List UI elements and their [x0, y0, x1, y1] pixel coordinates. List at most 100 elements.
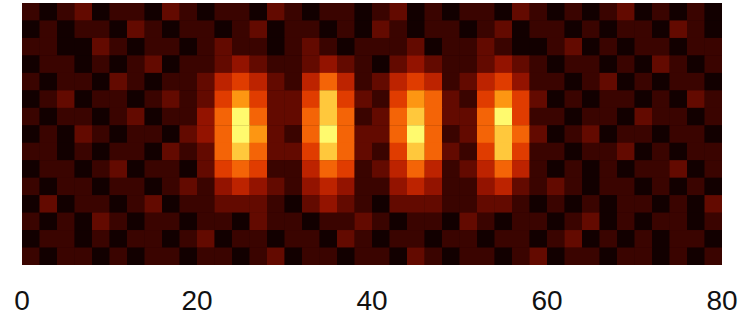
- cell: [355, 160, 373, 178]
- cell: [250, 90, 268, 108]
- cell: [600, 90, 618, 108]
- cell: [687, 125, 705, 143]
- cell: [477, 195, 495, 213]
- cell: [635, 108, 653, 126]
- cell: [617, 178, 635, 196]
- cell: [425, 73, 443, 91]
- cell: [617, 108, 635, 126]
- cell: [250, 55, 268, 73]
- cell: [495, 38, 513, 56]
- cell: [512, 73, 530, 91]
- x-tick-label: 60: [531, 285, 562, 316]
- cell: [670, 178, 688, 196]
- cell: [267, 38, 285, 56]
- cell: [530, 178, 548, 196]
- cell: [705, 38, 723, 56]
- cell: [250, 178, 268, 196]
- cell: [565, 248, 583, 265]
- cell: [302, 73, 320, 91]
- cell: [372, 213, 390, 231]
- cell: [197, 230, 215, 248]
- cell: [512, 248, 530, 265]
- cell: [127, 125, 145, 143]
- cell: [267, 213, 285, 231]
- cell: [267, 55, 285, 73]
- cell: [407, 143, 425, 161]
- cell: [547, 230, 565, 248]
- cell: [180, 90, 198, 108]
- cell: [22, 213, 40, 231]
- cell: [92, 3, 110, 21]
- cell: [162, 178, 180, 196]
- cell: [565, 160, 583, 178]
- cell: [267, 178, 285, 196]
- cell: [617, 73, 635, 91]
- cell: [145, 55, 163, 73]
- cell: [530, 213, 548, 231]
- cell: [267, 143, 285, 161]
- cell: [600, 55, 618, 73]
- cell: [110, 108, 128, 126]
- cell: [442, 90, 460, 108]
- cell: [652, 73, 670, 91]
- cell: [390, 143, 408, 161]
- cell: [582, 73, 600, 91]
- cell: [57, 213, 75, 231]
- cell: [127, 160, 145, 178]
- cell: [355, 230, 373, 248]
- cell: [285, 73, 303, 91]
- cell: [442, 248, 460, 265]
- cell: [162, 20, 180, 38]
- cell: [477, 213, 495, 231]
- cell: [267, 125, 285, 143]
- cell: [22, 73, 40, 91]
- cell: [250, 38, 268, 56]
- cell: [460, 3, 478, 21]
- cell: [267, 160, 285, 178]
- cell: [75, 178, 93, 196]
- cell: [92, 125, 110, 143]
- cell: [57, 108, 75, 126]
- cell: [355, 73, 373, 91]
- cell: [285, 213, 303, 231]
- cell: [92, 55, 110, 73]
- cell: [652, 213, 670, 231]
- cell: [635, 125, 653, 143]
- cell: [617, 125, 635, 143]
- cell: [40, 160, 58, 178]
- cell: [460, 125, 478, 143]
- cell: [407, 248, 425, 265]
- cell: [232, 20, 250, 38]
- cell: [22, 125, 40, 143]
- cell: [232, 178, 250, 196]
- cell: [197, 213, 215, 231]
- cell: [687, 38, 705, 56]
- cell: [180, 178, 198, 196]
- cell: [285, 38, 303, 56]
- cell: [267, 108, 285, 126]
- cell: [372, 125, 390, 143]
- cell: [127, 108, 145, 126]
- cell: [127, 213, 145, 231]
- cell: [180, 213, 198, 231]
- cell: [250, 3, 268, 21]
- cell: [22, 230, 40, 248]
- cell: [180, 160, 198, 178]
- cell: [547, 213, 565, 231]
- chart: 020406080: [0, 0, 747, 323]
- cell: [320, 230, 338, 248]
- cell: [232, 90, 250, 108]
- cell: [565, 230, 583, 248]
- cell: [355, 143, 373, 161]
- cell: [110, 248, 128, 265]
- cell: [477, 55, 495, 73]
- cell: [250, 73, 268, 91]
- cell: [425, 108, 443, 126]
- cell: [197, 160, 215, 178]
- cell: [565, 20, 583, 38]
- cell: [215, 160, 233, 178]
- cell: [40, 143, 58, 161]
- cell: [302, 3, 320, 21]
- cell: [687, 90, 705, 108]
- cell: [250, 108, 268, 126]
